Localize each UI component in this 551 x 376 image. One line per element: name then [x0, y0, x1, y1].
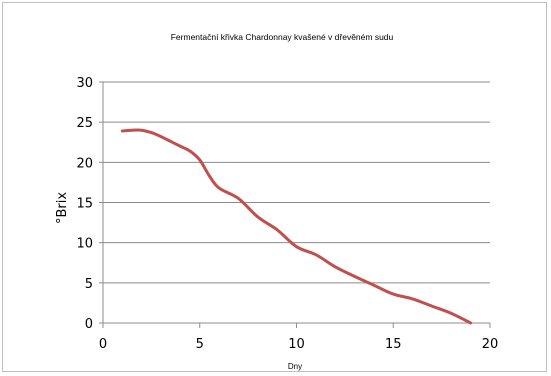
- y-axis-label: °Brix: [55, 192, 70, 224]
- chart-title: Fermentační křivka Chardonnay kvašené v …: [171, 32, 394, 42]
- series-line-0: [120, 128, 473, 325]
- y-tick-label: 15: [76, 197, 93, 212]
- x-axis-label: Dny: [288, 362, 302, 371]
- chart-frame: [2, 2, 547, 372]
- x-tick-label: 15: [385, 337, 402, 352]
- gridlines: [103, 81, 490, 284]
- y-tick-label: 25: [76, 116, 93, 131]
- x-tick-label: 5: [196, 337, 204, 352]
- y-tick-label: 5: [85, 277, 93, 292]
- y-tick-label: 0: [85, 317, 93, 332]
- x-tick-label: 20: [482, 337, 499, 352]
- x-tick-label: 10: [288, 337, 305, 352]
- axes: [99, 81, 491, 328]
- y-tick-label: 30: [76, 76, 93, 91]
- x-tick-label: 0: [99, 337, 107, 352]
- y-tick-label: 20: [76, 156, 93, 171]
- tick-labels: 0 5 10 15 20 25 30 0 5 10 15 20: [76, 76, 498, 352]
- series-layer: [120, 128, 473, 325]
- y-tick-label: 10: [76, 237, 93, 252]
